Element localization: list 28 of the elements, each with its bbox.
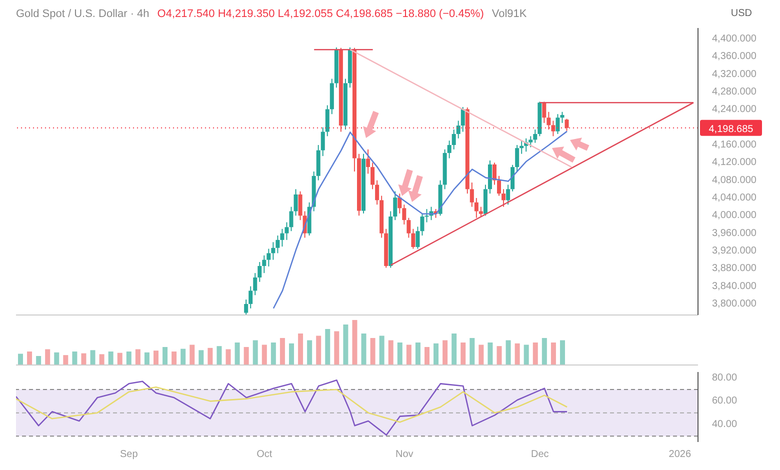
y-tick-label: 4,280.000 — [712, 86, 757, 98]
y-tick-label: 3,800.000 — [712, 298, 757, 310]
y-tick-label: 3,960.000 — [712, 228, 757, 239]
x-tick-label: 2026 — [668, 449, 692, 460]
y-tick-label: 80.00 — [712, 372, 738, 384]
y-tick-label: 40.00 — [712, 419, 738, 430]
y-tick-label: 3,840.000 — [712, 280, 757, 292]
text: Vol91K — [492, 8, 527, 20]
y-tick-label: 4,040.000 — [712, 192, 757, 204]
x-tick-label: Sep — [120, 449, 138, 460]
y-axis-title: USD — [730, 8, 752, 19]
y-tick-label: 4,080.000 — [712, 174, 757, 186]
y-tick-label: 3,920.000 — [712, 245, 757, 256]
ref-line-label: 4,198.685 — [708, 124, 754, 135]
y-tick-label: 3,880.000 — [712, 263, 757, 274]
x-tick-label: Dec — [531, 449, 549, 460]
chart-title: Gold Spot / U.S. Dollar · 4h — [16, 8, 150, 20]
x-tick-label: Oct — [256, 449, 272, 460]
y-tick-label: 4,000.000 — [712, 210, 757, 222]
y-tick-label: 4,120.000 — [712, 157, 757, 168]
y-tick-label: 4,240.000 — [712, 104, 757, 116]
text: O4,217.540 H4,219.350 L4,192.055 C4,198.685 −18.880 (−0.45%) — [157, 8, 484, 20]
y-tick-label: 60.00 — [712, 396, 738, 407]
y-tick-label: 4,320.000 — [712, 68, 757, 80]
y-tick-label: 4,360.000 — [712, 51, 757, 62]
y-tick-label: 4,160.000 — [712, 140, 757, 151]
y-tick-label: 4,400.000 — [712, 34, 757, 45]
x-tick-label: Nov — [396, 449, 414, 460]
